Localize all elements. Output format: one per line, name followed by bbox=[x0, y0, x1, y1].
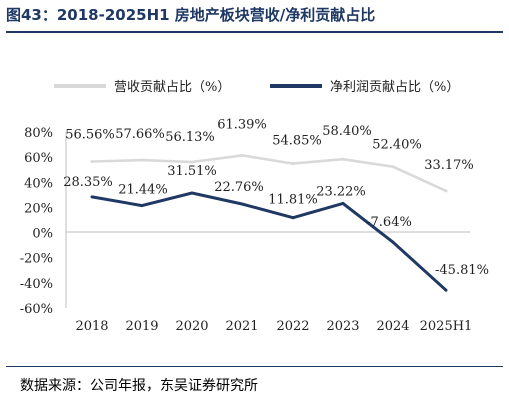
point-profit bbox=[240, 202, 244, 206]
point-revenue bbox=[391, 165, 395, 169]
x-tick-label: 2019 bbox=[125, 319, 158, 334]
x-tick-label: 2020 bbox=[175, 319, 208, 334]
data-label-revenue: 57.66% bbox=[115, 127, 165, 142]
point-profit bbox=[140, 204, 144, 208]
point-revenue bbox=[190, 160, 194, 164]
y-tick-labels: 80% 60% 40% 20% 0% -20% -40% -60% bbox=[20, 126, 53, 317]
data-label-revenue: 54.85% bbox=[272, 134, 322, 149]
data-label-revenue: 56.56% bbox=[65, 127, 115, 142]
legend-label-revenue: 营收贡献占比（%） bbox=[114, 80, 230, 95]
data-label-profit: 31.51% bbox=[167, 164, 217, 179]
y-tick-label: -60% bbox=[20, 302, 53, 317]
point-revenue bbox=[90, 160, 94, 163]
point-profit bbox=[90, 195, 94, 199]
legend-label-profit: 净利润贡献占比（%） bbox=[330, 80, 459, 95]
legend: 营收贡献占比（%） 净利润贡献占比（%） bbox=[54, 80, 459, 95]
series-line-revenue bbox=[91, 154, 447, 193]
footer-divider bbox=[6, 366, 503, 367]
y-tick-label: 60% bbox=[24, 151, 53, 166]
data-label-profit: 23.22% bbox=[316, 184, 366, 199]
data-label-revenue: 52.40% bbox=[372, 138, 422, 153]
data-label-profit: -7.64% bbox=[366, 215, 412, 230]
y-tick-label: -40% bbox=[20, 277, 53, 292]
x-tick-label: 2023 bbox=[326, 319, 359, 334]
point-revenue bbox=[444, 189, 448, 193]
x-tick-labels: 2018 2019 2020 2021 2022 2023 2024 2025H1 bbox=[75, 319, 472, 334]
x-tick-label: 2021 bbox=[225, 319, 258, 334]
data-label-profit: 22.76% bbox=[214, 180, 264, 195]
point-profit bbox=[341, 201, 345, 205]
data-label-profit: -45.81% bbox=[435, 263, 489, 278]
point-revenue bbox=[240, 153, 244, 157]
series-group bbox=[90, 153, 448, 292]
point-revenue bbox=[341, 157, 345, 161]
y-tick-label: 40% bbox=[24, 176, 53, 191]
y-tick-label: -20% bbox=[20, 252, 53, 267]
data-label-revenue: 58.40% bbox=[322, 124, 372, 139]
data-label-revenue: 56.13% bbox=[165, 130, 215, 145]
x-tick-label: 2025H1 bbox=[420, 319, 473, 334]
series-line-profit bbox=[91, 191, 448, 292]
point-profit bbox=[190, 191, 194, 195]
data-label-profit: 21.44% bbox=[118, 183, 168, 198]
point-profit bbox=[291, 216, 295, 220]
page-title: 图43：2018-2025H1 房地产板块营收/净利贡献占比 bbox=[6, 6, 376, 24]
y-tick-label: 80% bbox=[24, 126, 53, 141]
point-revenue bbox=[291, 162, 295, 166]
point-revenue bbox=[140, 158, 144, 162]
x-tick-label: 2018 bbox=[75, 319, 108, 334]
x-tick-label: 2022 bbox=[276, 319, 309, 334]
point-profit bbox=[391, 240, 395, 244]
data-labels: 56.56% 57.66% 56.13%61.39% 54.85%58.40%52.4… bbox=[63, 117, 489, 278]
data-label-profit: 11.81% bbox=[268, 193, 318, 208]
title-divider bbox=[6, 31, 503, 33]
y-tick-label: 0% bbox=[32, 227, 53, 242]
y-tick-label: 20% bbox=[24, 201, 53, 216]
data-label-revenue: 33.17% bbox=[424, 158, 474, 173]
data-label-profit: 28.35% bbox=[63, 175, 113, 190]
x-tick-label: 2024 bbox=[376, 319, 409, 334]
point-profit bbox=[444, 288, 448, 292]
data-label-revenue: 61.39% bbox=[217, 117, 267, 132]
source-note: 数据来源：公司年报，东吴证券研究所 bbox=[20, 378, 258, 394]
